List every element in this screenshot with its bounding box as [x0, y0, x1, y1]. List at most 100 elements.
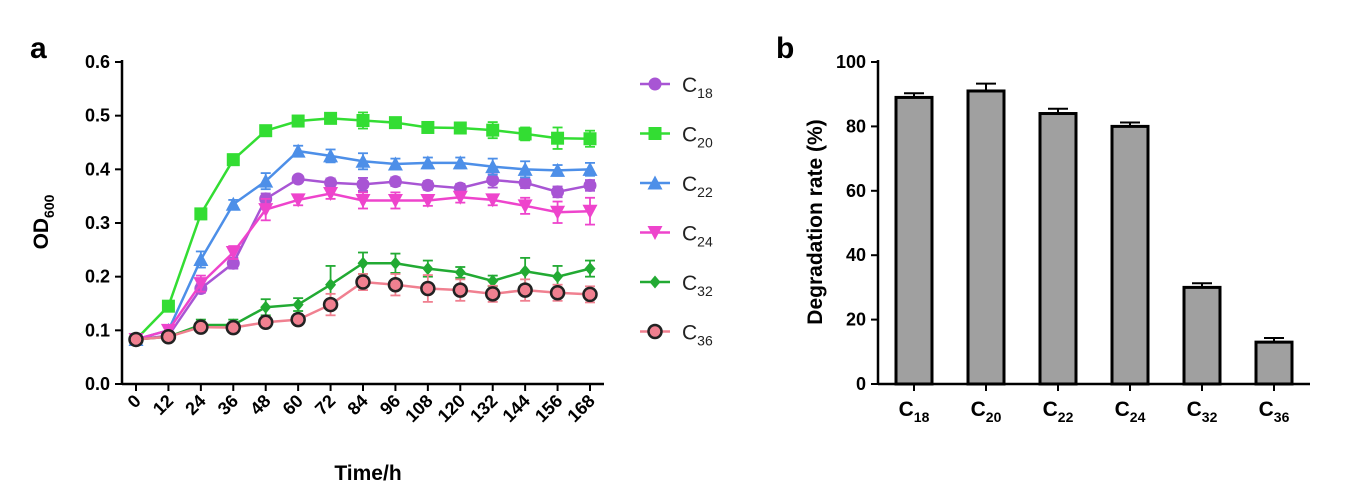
data-point: [582, 204, 598, 219]
panel-a-y-tick-label: 0.3: [85, 213, 110, 233]
category-label: C20: [971, 398, 1002, 425]
data-point: [550, 205, 566, 220]
category-label-main: C: [1043, 398, 1058, 421]
bar-group-C22: C22: [1038, 107, 1078, 425]
legend-item-C22: C22: [640, 173, 713, 200]
panel-b-y-tick-label: 60: [846, 181, 866, 201]
data-point: [226, 256, 240, 270]
legend-marker: [648, 127, 662, 140]
data-point: [193, 319, 209, 335]
panel-a-x-tick-label: 12: [149, 391, 177, 419]
panel-a-series: [128, 111, 598, 348]
panel-a-x-tick-label: 24: [181, 391, 209, 419]
category-label: C32: [1187, 398, 1218, 425]
legend-label: C20: [682, 124, 713, 151]
bar-group-C20: C20: [966, 82, 1006, 425]
data-point: [355, 193, 371, 208]
data-point: [582, 161, 598, 176]
panel-a-y-tick-label: 0.2: [85, 267, 110, 287]
data-point: [325, 278, 337, 292]
panel-a-ylabel-main: OD: [30, 218, 53, 250]
bar: [1038, 112, 1078, 386]
bar-group-C18: C18: [894, 92, 934, 425]
legend-label: C22: [682, 173, 713, 200]
data-point: [452, 155, 468, 170]
bar-group-C32: C32: [1182, 282, 1222, 425]
panel-a-letter: a: [30, 32, 47, 65]
panel-b-y-tick-label: 40: [846, 245, 866, 265]
data-point: [324, 176, 338, 190]
data-point: [356, 113, 370, 127]
category-label-main: C: [899, 398, 914, 421]
bar: [966, 89, 1006, 386]
data-point: [290, 193, 306, 208]
data-point: [518, 176, 532, 190]
data-point: [292, 298, 304, 312]
panel-a-y-tick-label: 0.1: [85, 320, 110, 340]
legend-label: C32: [682, 272, 713, 299]
data-point: [194, 207, 208, 221]
legend-item-C20: C20: [640, 124, 713, 151]
data-point: [355, 153, 371, 168]
legend-label-main: C: [682, 173, 697, 196]
data-point: [454, 265, 466, 279]
category-label-sub: 36: [1274, 409, 1290, 425]
data-point: [485, 193, 501, 208]
bar-group-C24: C24: [1110, 121, 1150, 425]
panel-a-x-tick-label: 108: [401, 391, 436, 426]
legend-item-C32: C32: [640, 272, 713, 299]
data-point: [291, 172, 305, 186]
panel-a-x-tick-label: 84: [344, 391, 372, 419]
panel-a-x-tick-label: 132: [466, 391, 501, 426]
legend-item-C18: C18: [640, 74, 713, 101]
data-point: [551, 185, 565, 199]
data-point: [322, 296, 339, 313]
data-point: [583, 132, 597, 146]
legend-marker: [648, 77, 662, 91]
legend-label-sub: 20: [697, 135, 713, 151]
data-point: [161, 299, 175, 313]
panel-b-y-tick-label: 80: [846, 116, 866, 136]
panel-a-series-C22: [128, 143, 598, 346]
legend-marker: [647, 175, 663, 190]
data-point: [517, 282, 533, 298]
data-point: [550, 162, 566, 177]
legend-label-sub: 18: [697, 85, 713, 101]
panel-b-bars: C18 C20 C22 C24 C32 C36: [894, 82, 1294, 425]
bar: [894, 95, 934, 386]
bar: [1110, 124, 1150, 386]
legend-label-main: C: [682, 223, 697, 246]
legend-marker: [647, 323, 663, 340]
category-label-sub: 32: [1202, 409, 1218, 425]
panel-a-ylabel-sub: 600: [41, 194, 57, 218]
panel-a-x-tick-label: 48: [246, 391, 274, 419]
data-point: [486, 173, 500, 187]
legend-label: C18: [682, 74, 713, 101]
legend-label: C24: [682, 223, 713, 250]
legend-label: C36: [682, 322, 713, 349]
legend-label-main: C: [682, 322, 697, 345]
data-point: [193, 251, 209, 266]
data-point: [549, 285, 566, 301]
panel-a-ylabel: OD600: [30, 194, 57, 249]
data-point: [225, 319, 242, 336]
data-point: [388, 116, 402, 130]
legend-label-main: C: [682, 272, 697, 295]
data-point: [323, 186, 339, 201]
panel-a-y-tick-label: 0.6: [85, 52, 110, 72]
legend-label-sub: 32: [697, 283, 713, 299]
category-label: C18: [899, 398, 930, 425]
data-point: [421, 178, 435, 192]
data-point: [290, 143, 306, 158]
panel-b-y-tick-label: 100: [836, 52, 866, 72]
data-point: [582, 286, 598, 303]
data-point: [517, 199, 533, 214]
data-point: [552, 270, 564, 284]
data-point: [258, 203, 274, 218]
data-point: [355, 274, 371, 290]
panel-a-x-tick-label: 36: [214, 391, 242, 419]
data-point: [551, 131, 565, 145]
panel-a-y-tick-label: 0.4: [85, 159, 110, 179]
